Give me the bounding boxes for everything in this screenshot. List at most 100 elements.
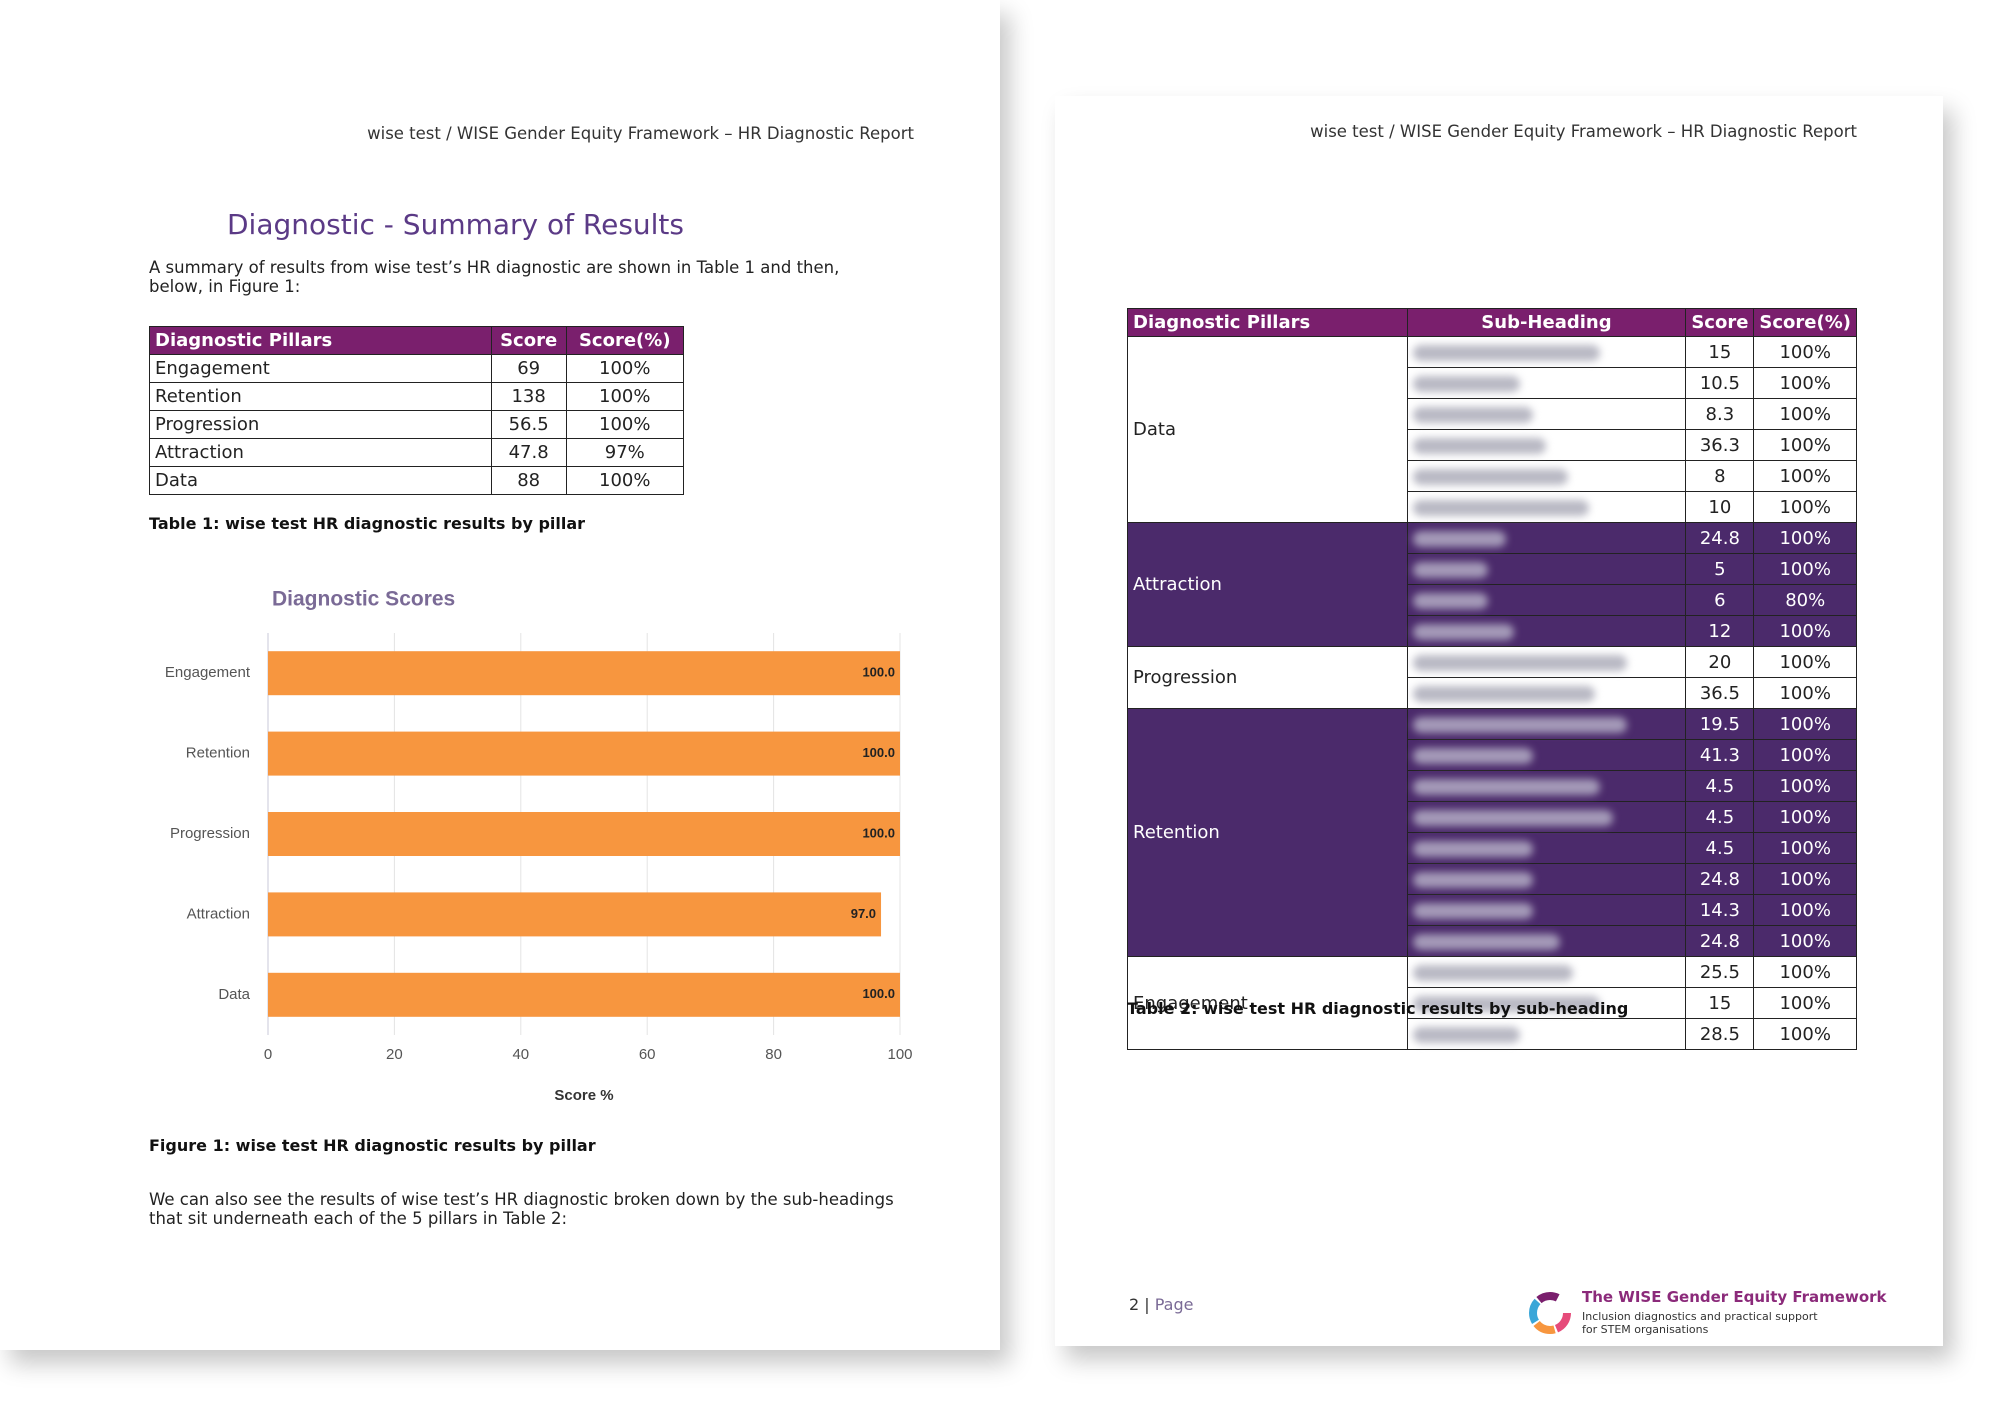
table-cell: 5 [1685,553,1755,585]
sub-heading-cell [1406,429,1687,461]
table-cell: 24.8 [1685,522,1755,554]
table-cell: 56.5 [490,410,567,439]
table-cell: 15 [1685,336,1755,368]
chart-title: Diagnostic Scores [272,588,455,611]
pillar-cell: Attraction [1127,522,1408,647]
value-label: 100.0 [862,986,895,1001]
header-row: Diagnostic Pillars Sub-Heading Score Score(… [1127,308,1857,337]
sub-heading-cell [1406,522,1687,554]
redacted-text [1412,344,1600,361]
sub-heading-cell [1406,708,1687,740]
sub-heading-cell [1406,739,1687,771]
table-cell: 88 [490,466,567,495]
table-cell: 100% [1753,460,1857,492]
column-header: Sub-Heading [1406,308,1687,337]
table-cell: Attraction [149,438,492,467]
sub-heading-cell [1406,677,1687,709]
table-row: Attraction 24.8 100% [1127,522,1857,647]
redacted-text [1412,716,1627,733]
sub-heading-cell [1406,553,1687,585]
table-row: Progression 56.5 100% [149,410,685,439]
table-cell: 100% [1753,1018,1857,1050]
table-row: 41.3 100% [1128,739,1857,771]
table-row: 10.5 100% [1128,367,1857,399]
value-label: 97.0 [851,906,876,921]
table-caption: Table 2: wise test HR diagnostic results… [1127,999,1629,1018]
table-cell: 25.5 [1685,956,1755,988]
table-cell: Progression [149,410,492,439]
table-cell: 4.5 [1685,801,1755,833]
x-tick-label: 60 [639,1046,656,1063]
table-cell: 100% [1753,398,1857,430]
sub-heading-cell [1406,894,1687,926]
logo-arc [1529,1292,1571,1334]
sub-heading-cell [1406,956,1687,988]
table-cell: 100% [1753,925,1857,957]
sub-heading-cell [1406,770,1687,802]
page-label: Page [1154,1295,1194,1314]
table-cell: 14.3 [1685,894,1755,926]
bar [268,731,900,776]
table-cell: 10.5 [1685,367,1755,399]
table-cell: 100% [565,466,685,495]
intro-text: A summary of results from wise test’s HR… [149,258,840,296]
sub-heading-cell [1406,1018,1687,1050]
heading: Diagnostic - Summary of Results [227,208,684,241]
table-row: Data 15 100% [1127,336,1857,523]
tagline-line: for STEM organisations [1582,1323,1709,1336]
pillar-cell: Engagement [1127,956,1408,1050]
logo-arc [1529,1292,1571,1334]
table-cell: 100% [1753,987,1857,1019]
table-cell: 100% [1753,615,1857,647]
table-cell: 100% [1753,367,1857,399]
y-tick-label: Attraction [187,905,250,922]
brand-logo [1529,1292,1571,1334]
x-tick-label: 80 [765,1046,782,1063]
table-row: 36.5 100% [1128,677,1857,709]
table-cell: 100% [1753,956,1857,988]
sub-heading-cell [1406,336,1687,368]
redacted-text [1412,561,1488,578]
logo-arc [1529,1292,1571,1334]
column-header: Diagnostic Pillars [1127,308,1408,337]
table-row: 24.8 100% [1128,925,1857,957]
y-tick-label: Retention [186,745,250,762]
x-tick-label: 0 [264,1046,272,1063]
redacted-text [1412,468,1568,485]
redacted-text [1412,871,1534,888]
table-row: 5 100% [1128,553,1857,585]
table-cell: 41.3 [1685,739,1755,771]
sub-heading-cell [1406,491,1687,523]
outro-text: We can also see the results of wise test… [149,1190,894,1228]
table-row: Retention 138 100% [149,382,685,411]
redacted-text [1412,902,1534,919]
table-row: 4.5 100% [1128,832,1857,864]
table-cell: 100% [565,354,685,383]
table-cell: 100% [1753,429,1857,461]
table-cell: Data [149,466,492,495]
table-cell: 100% [1753,832,1857,864]
page-header: wise test / WISE Gender Equity Framework… [1310,122,1857,141]
table-cell: 100% [1753,708,1857,740]
column-header: Score [490,326,567,355]
table-row: Data 88 100% [149,466,685,495]
table-cell: 47.8 [490,438,567,467]
chart: Diagnostic Scores 0 20 40 60 80 100 Score % Eng… [165,588,913,1104]
value-label: 100.0 [862,665,895,680]
redacted-text [1412,592,1488,609]
brand-tagline: Inclusion diagnostics and practical supp… [1582,1310,1818,1336]
logo-arc [1529,1292,1571,1334]
pillar-cell: Progression [1127,646,1408,709]
table-row: 4.5 100% [1128,770,1857,802]
table-cell: 100% [1753,522,1857,554]
table-row: 8 100% [1128,460,1857,492]
sub-heading-cell [1406,646,1687,678]
table-row: 8.3 100% [1128,398,1857,430]
redacted-text [1412,685,1595,702]
column-header: Diagnostic Pillars [149,326,492,355]
redacted-text [1412,437,1547,454]
table-cell: 100% [1753,491,1857,523]
table-cell: 100% [1753,553,1857,585]
redacted-text [1412,933,1560,950]
